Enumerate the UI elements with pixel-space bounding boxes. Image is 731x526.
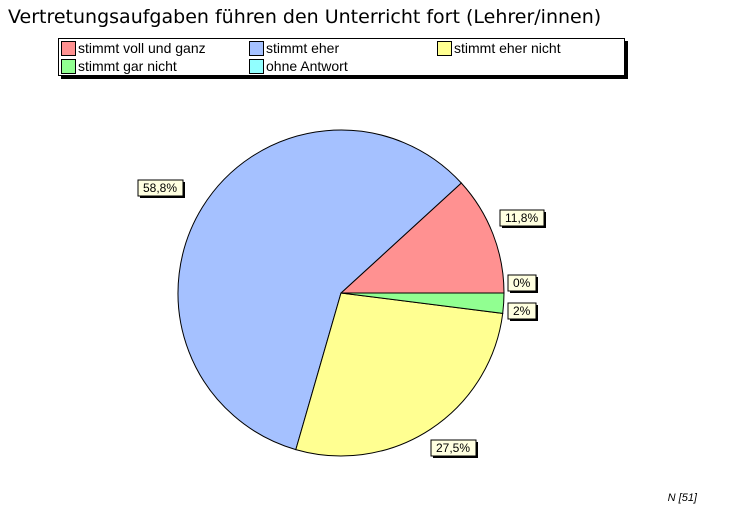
legend-label: ohne Antwort	[266, 58, 348, 74]
pie-label-box	[430, 439, 477, 457]
legend-item-stimmt-eher-nicht: stimmt eher nicht	[437, 40, 561, 57]
legend-item-stimmt-voll-und-ganz: stimmt voll und ganz	[61, 40, 206, 57]
pie-slice-stimmt-eher-nicht	[295, 292, 504, 457]
legend-item-ohne-antwort: ohne Antwort	[249, 58, 348, 75]
pie-label: 11,8%	[499, 209, 546, 228]
pie-label-text: 2%	[513, 304, 531, 318]
pie-label: 2%	[507, 302, 538, 321]
legend-label: stimmt gar nicht	[78, 58, 177, 74]
pie-label: 27,5%	[430, 439, 478, 458]
pie-label-text: 11,8%	[505, 211, 538, 225]
legend-label: stimmt voll und ganz	[78, 40, 206, 56]
pie-label-box	[507, 274, 537, 292]
pie-label-box	[507, 302, 537, 320]
legend-label: stimmt eher nicht	[454, 40, 561, 56]
pie-label: 58,8%	[137, 179, 185, 198]
legend-swatch	[437, 41, 452, 56]
pie-slice-stimmt-voll-und-ganz	[339, 182, 505, 294]
pie-label-box	[499, 209, 545, 227]
legend-item-stimmt-eher: stimmt eher	[249, 40, 339, 57]
legend-swatch	[61, 41, 76, 56]
legend-swatch	[249, 59, 264, 74]
pie-label-text: 0%	[513, 276, 531, 290]
sample-size-footnote: N [51]	[667, 492, 697, 504]
chart-title: Vertretungsaufgaben führen den Unterrich…	[8, 6, 602, 28]
legend-swatch	[61, 59, 76, 74]
pie-label: 0%	[507, 274, 538, 293]
legend-swatch	[249, 41, 264, 56]
pie-label-box	[137, 179, 184, 197]
pie-label-text: 58,8%	[143, 181, 177, 195]
legend: stimmt voll und ganz stimmt eher stimmt …	[58, 38, 625, 76]
pie-slice-stimmt-gar-nicht	[340, 292, 505, 314]
pie-slice-stimmt-eher	[177, 129, 463, 451]
legend-label: stimmt eher	[266, 40, 340, 56]
pie-label-text: 27,5%	[436, 441, 470, 455]
legend-item-stimmt-gar-nicht: stimmt gar nicht	[61, 58, 177, 75]
